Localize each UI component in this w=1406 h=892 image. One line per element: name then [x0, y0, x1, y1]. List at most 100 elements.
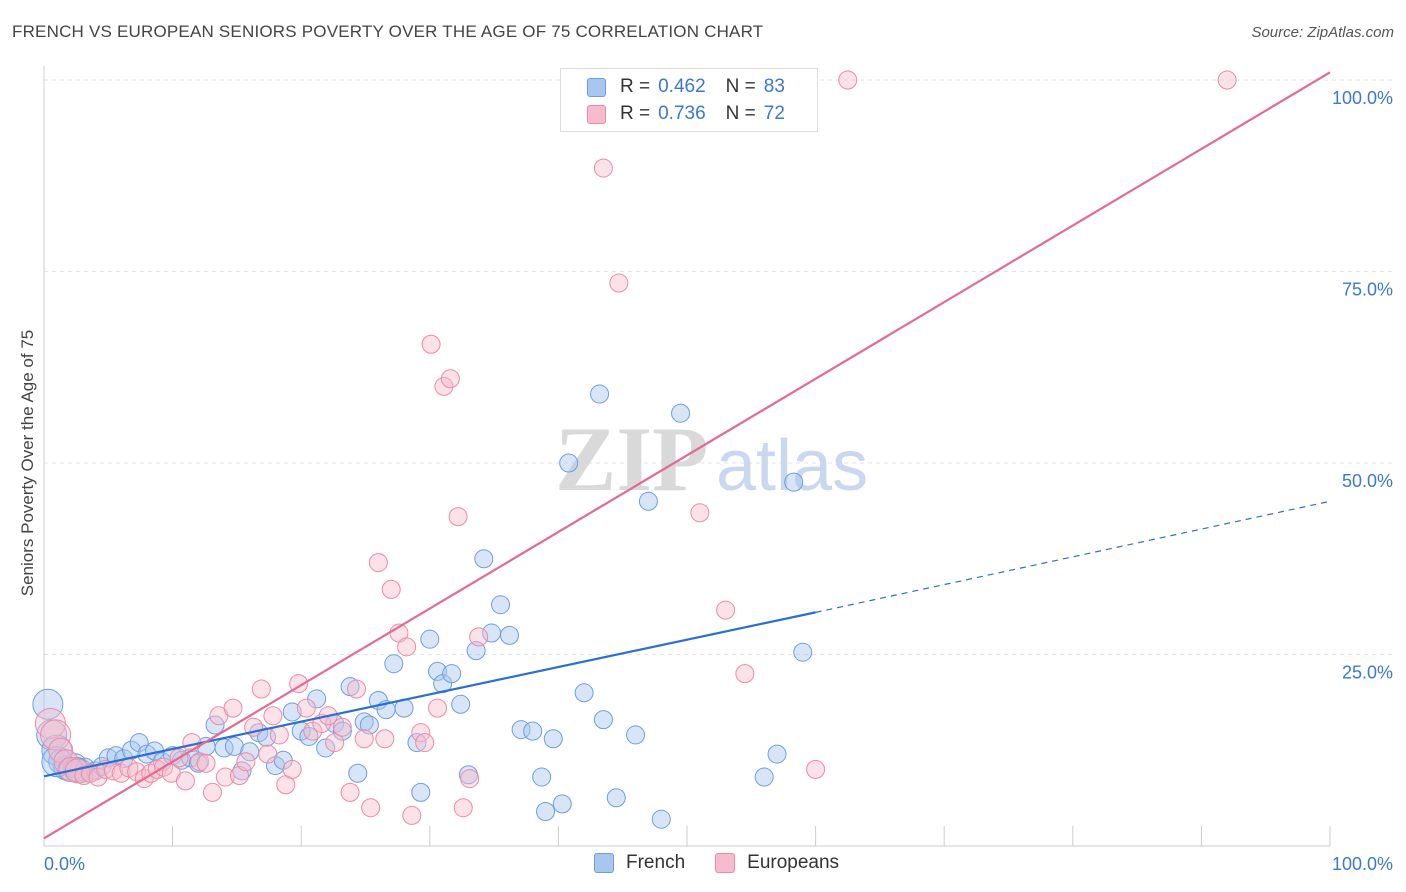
french-trend-line — [43, 611, 816, 778]
europeans-point — [415, 733, 435, 753]
europeans-point — [469, 627, 489, 647]
y-axis-title: Seniors Poverty Over the Age of 75 — [18, 330, 37, 596]
europeans-point — [175, 771, 195, 791]
french-point — [384, 654, 404, 674]
french-point — [543, 729, 563, 749]
french-point — [593, 710, 613, 730]
europeans-point — [448, 507, 468, 527]
source-label: Source: ZipAtlas.com — [1251, 24, 1394, 41]
french-point — [793, 642, 813, 662]
y-tick-label: 25.0% — [1342, 663, 1393, 683]
europeans-point — [375, 729, 395, 749]
legend-row-french: R = 0.462 N = 83 — [587, 75, 785, 99]
french-point — [523, 721, 543, 741]
french-point — [651, 809, 671, 829]
europeans-point — [361, 798, 381, 818]
europeans-n-label: N = — [725, 103, 756, 124]
french-trend-extension — [815, 500, 1331, 613]
y-tick-label: 50.0% — [1342, 471, 1393, 491]
french-point — [224, 736, 244, 756]
french-point — [451, 694, 471, 714]
french-point — [316, 738, 336, 758]
europeans-point — [251, 679, 271, 699]
europeans-point — [402, 805, 422, 825]
europeans-swatch — [587, 104, 606, 124]
europeans-point — [354, 729, 374, 749]
europeans-legend-label: Europeans — [747, 852, 840, 873]
europeans-point — [263, 706, 283, 726]
french-point — [559, 453, 579, 473]
legend-item-french: French — [594, 852, 685, 874]
french-point — [606, 788, 626, 808]
europeans-point — [215, 767, 235, 787]
europeans-point — [716, 600, 736, 620]
french-point — [205, 715, 225, 735]
watermark-atlas: atlas — [716, 426, 868, 506]
europeans-point — [838, 70, 858, 90]
europeans-legend-swatch — [715, 853, 736, 873]
french-point — [671, 403, 691, 423]
french-point — [407, 733, 427, 753]
watermark-zip: ZIP — [555, 408, 708, 510]
french-r-value: 0.462 — [658, 76, 706, 97]
europeans-trend-line — [43, 71, 1331, 840]
europeans-point — [411, 723, 431, 743]
french-point — [536, 802, 556, 822]
french-point — [626, 725, 646, 745]
correlation-legend: R = 0.462 N = 83 R = 0.736 N = 72 — [560, 68, 818, 132]
french-swatch — [587, 77, 606, 97]
europeans-point — [690, 503, 710, 523]
french-point — [442, 664, 462, 684]
french-point — [574, 683, 594, 703]
europeans-point — [282, 759, 302, 779]
french-point — [638, 491, 658, 511]
europeans-point — [609, 273, 629, 293]
french-point — [282, 702, 302, 722]
europeans-point — [397, 637, 417, 657]
y-tick-label: 100.0% — [1332, 88, 1393, 108]
french-n-value: 83 — [763, 76, 785, 97]
french-point — [552, 794, 572, 814]
french-legend-label: French — [626, 852, 686, 873]
europeans-r-label: R = — [620, 103, 651, 124]
french-point — [129, 733, 149, 753]
french-point — [420, 629, 440, 649]
europeans-r-value: 0.736 — [658, 103, 706, 124]
europeans-point — [460, 769, 480, 789]
french-r-label: R = — [620, 76, 651, 97]
europeans-point — [1217, 70, 1237, 90]
french-point — [590, 384, 610, 404]
french-point — [754, 767, 774, 787]
french-point — [411, 782, 431, 802]
europeans-point — [196, 753, 216, 773]
europeans-point — [421, 334, 441, 354]
french-point — [354, 712, 374, 732]
europeans-point — [258, 744, 278, 764]
europeans-point — [368, 553, 388, 573]
europeans-point — [346, 679, 366, 699]
french-point — [348, 763, 368, 783]
french-n-label: N = — [725, 76, 756, 97]
x-tick-label: 100.0% — [1332, 854, 1393, 874]
europeans-point — [453, 798, 473, 818]
europeans-point — [40, 719, 72, 751]
french-legend-swatch — [594, 853, 614, 873]
europeans-point — [428, 698, 448, 718]
french-point — [784, 472, 804, 492]
europeans-point — [190, 752, 210, 772]
french-point — [299, 726, 319, 746]
europeans-point — [735, 664, 755, 684]
europeans-point — [806, 759, 826, 779]
french-point — [491, 595, 511, 615]
legend-item-europeans: Europeans — [715, 852, 839, 874]
chart-title: FRENCH VS EUROPEAN SENIORS POVERTY OVER … — [12, 22, 764, 41]
europeans-n-value: 72 — [763, 103, 785, 124]
europeans-point — [332, 717, 352, 737]
europeans-point — [127, 762, 147, 782]
europeans-point — [325, 733, 345, 753]
europeans-point — [296, 698, 316, 718]
europeans-point — [236, 752, 256, 772]
europeans-point — [202, 782, 222, 802]
y-tick-label: 75.0% — [1342, 280, 1393, 300]
